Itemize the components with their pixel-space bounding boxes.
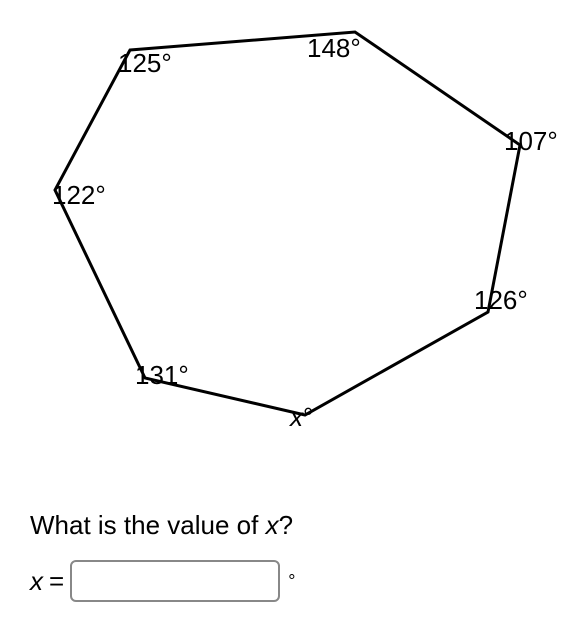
angle-label-v_left: 122° — [52, 180, 106, 211]
question-prefix: What is the value of — [30, 510, 266, 540]
angle-label-v_brcorner: 126° — [474, 285, 528, 316]
angle-label-v_topright: 148° — [307, 33, 361, 64]
polygon-diagram: 125° 148° 107° 122° 126° 131° x° — [10, 10, 576, 460]
question-text: What is the value of x? — [30, 510, 293, 541]
equals-sign: = — [49, 566, 64, 597]
angle-label-v_right: 107° — [504, 126, 558, 157]
angle-label-v_topleft: 125° — [118, 48, 172, 79]
angle-label-v_xvertex: x° — [290, 402, 313, 433]
answer-row: x = ° — [30, 560, 295, 602]
degree-unit: ° — [288, 571, 295, 592]
angle-label-v_bl: 131° — [135, 360, 189, 391]
question-variable: x — [266, 510, 279, 540]
answer-input[interactable] — [70, 560, 280, 602]
polygon-svg — [10, 10, 576, 460]
heptagon-shape — [55, 32, 520, 415]
answer-lhs-variable: x — [30, 566, 43, 597]
question-suffix: ? — [279, 510, 293, 540]
